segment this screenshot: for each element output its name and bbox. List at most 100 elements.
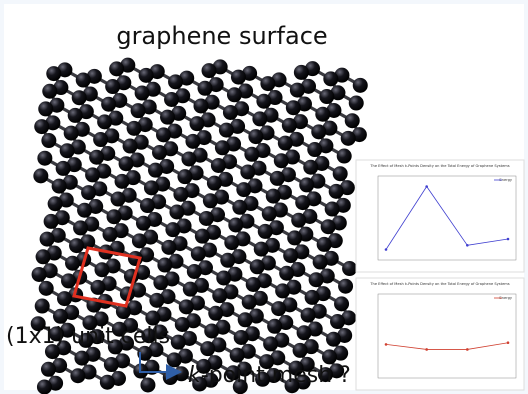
atom xyxy=(230,348,245,363)
atom xyxy=(216,270,231,285)
atom xyxy=(290,83,305,98)
atom xyxy=(293,343,308,358)
atom xyxy=(342,261,357,276)
unit-cells-label: (1x1) unit cells xyxy=(6,324,170,349)
atom xyxy=(283,248,298,263)
atom xyxy=(68,108,83,123)
atom xyxy=(81,185,96,200)
atom xyxy=(224,235,239,250)
atom xyxy=(168,74,183,89)
atom xyxy=(127,121,142,136)
atom xyxy=(212,288,227,303)
atom xyxy=(278,136,293,151)
atom xyxy=(39,281,54,296)
atom xyxy=(177,169,192,184)
atom xyxy=(232,200,247,215)
atom xyxy=(315,107,330,122)
atom xyxy=(193,98,208,113)
atom xyxy=(33,168,48,183)
atom xyxy=(111,192,126,207)
atom xyxy=(223,105,238,120)
atom xyxy=(152,145,167,160)
atom xyxy=(227,87,242,102)
atom xyxy=(101,97,116,112)
atom xyxy=(94,262,109,277)
atom xyxy=(258,224,273,239)
atom xyxy=(97,114,112,129)
atom xyxy=(330,314,345,329)
point xyxy=(507,341,510,344)
atom xyxy=(157,258,172,273)
atom xyxy=(144,180,159,195)
kpoint-rest: -point mesh ? xyxy=(201,363,351,388)
atom xyxy=(295,195,310,210)
atom xyxy=(321,219,336,234)
atom xyxy=(301,308,316,323)
atom xyxy=(252,111,267,126)
atom xyxy=(135,86,150,101)
atom xyxy=(35,299,50,314)
atom xyxy=(41,362,56,377)
atom xyxy=(161,240,176,255)
atom xyxy=(294,65,309,80)
atom xyxy=(200,341,215,356)
atom xyxy=(148,163,163,178)
point xyxy=(425,185,428,188)
atom xyxy=(119,156,134,171)
atom xyxy=(187,264,202,279)
atom xyxy=(70,368,85,383)
atom xyxy=(246,277,261,292)
atom xyxy=(52,179,67,194)
atom xyxy=(90,280,105,295)
atom xyxy=(37,151,52,166)
atom xyxy=(323,71,338,86)
atom xyxy=(41,133,56,148)
atom xyxy=(220,253,235,268)
atom xyxy=(38,101,53,116)
atom xyxy=(56,161,71,176)
atom xyxy=(131,103,146,118)
atom xyxy=(164,92,179,107)
atom xyxy=(103,227,118,242)
atom xyxy=(73,220,88,235)
atom xyxy=(263,336,278,351)
atom xyxy=(65,256,80,271)
atom xyxy=(234,330,249,345)
atom xyxy=(244,147,259,162)
atom xyxy=(60,143,75,158)
atom xyxy=(305,290,320,305)
atom xyxy=(219,123,234,138)
atom xyxy=(240,164,255,179)
atom xyxy=(313,255,328,270)
inset-title: The Effect of Mesh k-Points Density on t… xyxy=(369,282,509,286)
atom xyxy=(69,238,84,253)
point xyxy=(385,248,388,251)
atom xyxy=(76,73,91,88)
atom xyxy=(173,187,188,202)
atom xyxy=(105,79,120,94)
atom xyxy=(256,94,271,109)
atom xyxy=(309,272,324,287)
atom xyxy=(61,273,76,288)
atom xyxy=(236,182,251,197)
atom xyxy=(153,275,168,290)
atom xyxy=(349,96,364,111)
atom xyxy=(109,61,124,76)
atom xyxy=(286,100,301,115)
atom xyxy=(44,214,59,229)
atom xyxy=(345,113,360,128)
atom xyxy=(198,81,213,96)
atom xyxy=(89,150,104,165)
atom xyxy=(123,139,138,154)
atom xyxy=(185,134,200,149)
atom xyxy=(77,203,92,218)
atom xyxy=(297,325,312,340)
atom xyxy=(93,132,108,147)
atom xyxy=(42,84,57,99)
atom xyxy=(160,110,175,125)
point xyxy=(466,244,469,247)
atom xyxy=(53,309,68,324)
atom xyxy=(333,166,348,181)
atom xyxy=(208,306,223,321)
atom xyxy=(132,233,147,248)
